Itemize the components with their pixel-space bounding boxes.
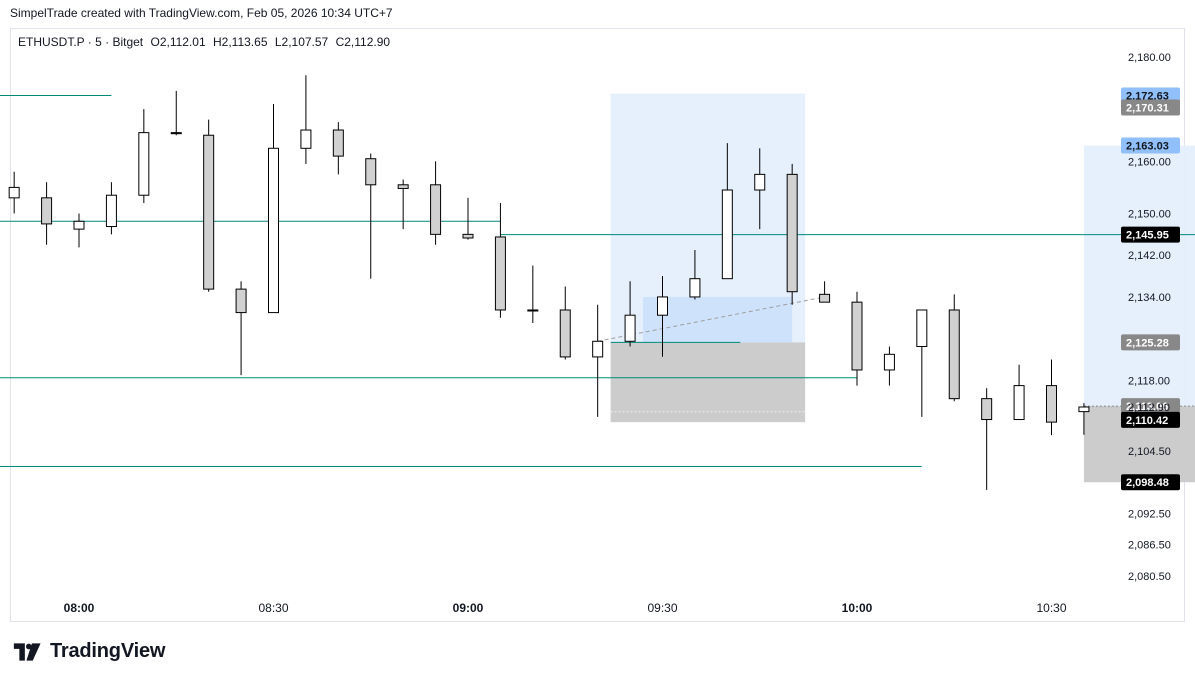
ohlc-close: C2,112.90 (335, 35, 391, 49)
y-tick-label: 2,092.50 (1128, 508, 1171, 520)
price-label: 2,098.48 (1126, 477, 1169, 489)
candle-body[interactable] (105, 194, 117, 228)
price-label-bg (1121, 99, 1180, 116)
candle-body[interactable] (332, 129, 344, 157)
current-price-label: 2,112.90 (1128, 402, 1170, 414)
candle-body[interactable] (494, 236, 506, 311)
candle-body[interactable] (883, 353, 895, 371)
candle-body[interactable] (721, 189, 733, 280)
target-zone-2[interactable] (1083, 145, 1195, 407)
candle-body[interactable] (657, 296, 668, 316)
y-tick-label: 2,180.00 (1128, 52, 1171, 64)
ohlc-high: H2,113.65 (213, 35, 268, 49)
candle-body[interactable] (786, 173, 798, 293)
candle-body[interactable] (300, 129, 312, 149)
stop-zone-1[interactable] (610, 342, 806, 423)
candle-body[interactable] (1046, 385, 1057, 423)
y-tick-label: 2,134.00 (1128, 292, 1171, 304)
candle-body[interactable] (592, 340, 604, 358)
candle-body[interactable] (462, 233, 474, 239)
price-label-bg (1121, 334, 1180, 351)
y-tick-label: 2,160.00 (1128, 156, 1171, 168)
ohlc-low: L2,107.57 (274, 35, 329, 49)
x-tick-label: 09:00 (453, 601, 484, 615)
candle-body[interactable] (527, 309, 539, 312)
candle-body[interactable] (8, 186, 20, 199)
symbol-legend[interactable]: ETHUSDT.P · 5 · Bitget O2,112.01 H2,113.… (18, 35, 394, 49)
candle-body[interactable] (916, 309, 928, 347)
price-label: 2,110.42 (1126, 415, 1168, 427)
x-tick-label: 08:00 (64, 601, 95, 615)
tradingview-logo-icon (13, 642, 41, 661)
price-label-bg (1121, 411, 1180, 428)
price-label-bg (1121, 87, 1180, 104)
candle-body[interactable] (41, 197, 53, 225)
candle-body[interactable] (559, 309, 571, 358)
x-tick-label: 10:30 (1036, 601, 1066, 615)
candle-body[interactable] (73, 220, 85, 230)
tradingview-branding[interactable]: TradingView (12, 640, 165, 663)
price-label: 2,163.03 (1126, 141, 1169, 153)
y-tick-label: 2,118.00 (1128, 375, 1170, 387)
price-label-bg (1121, 474, 1180, 491)
candle-body[interactable] (365, 158, 377, 186)
x-tick-label: 08:30 (258, 601, 288, 615)
symbol-name[interactable]: ETHUSDT.P · 5 · Bitget (18, 35, 144, 49)
candle-body[interactable] (203, 134, 215, 290)
ohlc-open: O2,112.01 (150, 35, 206, 49)
candle-body[interactable] (138, 132, 150, 196)
x-tick-label: 10:00 (842, 601, 873, 615)
y-tick-label: 2,142.00 (1128, 250, 1171, 262)
price-label-bg (1121, 226, 1180, 243)
candle-body[interactable] (397, 184, 409, 189)
price-label-bg (1121, 398, 1180, 415)
price-label-bg (1121, 137, 1180, 154)
candle-body[interactable] (268, 147, 279, 314)
candle-body[interactable] (689, 278, 701, 298)
price-label: 2,145.95 (1126, 230, 1169, 242)
price-label: 2,170.31 (1126, 103, 1169, 115)
candle-body[interactable] (851, 301, 863, 371)
price-label: 2,172.63 (1126, 90, 1169, 102)
candle-body[interactable] (624, 314, 636, 342)
candle-body[interactable] (235, 288, 247, 314)
candle-body[interactable] (819, 293, 831, 303)
tradingview-brand-text: TradingView (50, 640, 166, 662)
candle-body[interactable] (948, 309, 960, 400)
candle-body[interactable] (981, 398, 993, 421)
y-tick-label: 2,086.50 (1128, 540, 1171, 552)
chart-attribution: SimpelTrade created with TradingView.com… (10, 6, 393, 20)
y-tick-label: 2,104.50 (1128, 446, 1171, 458)
candle-body[interactable] (754, 173, 766, 191)
candle-body[interactable] (170, 132, 182, 135)
candle-body[interactable] (1078, 406, 1090, 413)
price-label: 2,113.06 (1126, 401, 1168, 413)
candle-body[interactable] (1013, 385, 1025, 421)
x-tick-label: 09:30 (647, 601, 677, 615)
price-label: 2,125.28 (1126, 337, 1169, 349)
candle-body[interactable] (430, 184, 442, 235)
y-tick-label: 2,150.00 (1128, 208, 1171, 220)
y-tick-label: 2,080.50 (1128, 571, 1171, 583)
